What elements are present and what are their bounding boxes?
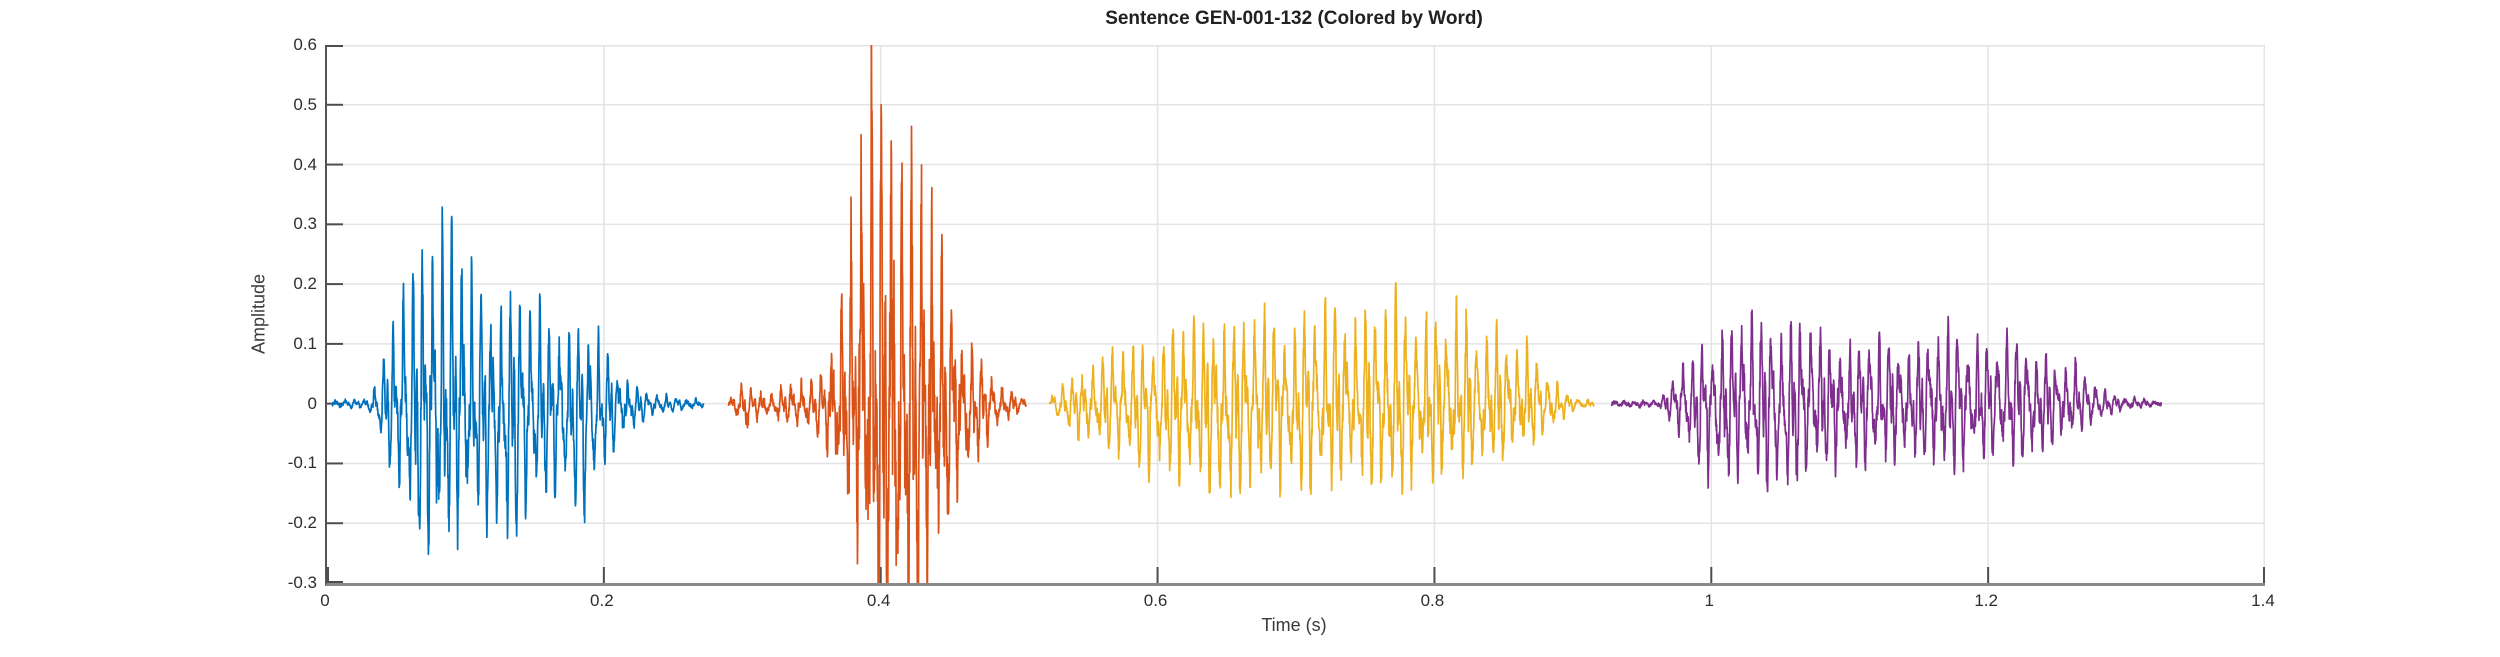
x-tick-label: 1.2 <box>1974 591 1998 610</box>
y-tick-label: -0.1 <box>287 453 317 473</box>
y-tick-label: -0.2 <box>287 513 317 533</box>
y-tick-label: 0.2 <box>293 274 317 294</box>
y-tick-label: 0.6 <box>293 35 317 54</box>
x-tick-label: 1 <box>1704 591 1715 610</box>
y-tick-label: 0.5 <box>293 94 317 114</box>
x-tick-label: 0.8 <box>1420 591 1445 610</box>
x-tick-label: 0.2 <box>590 591 614 610</box>
x-tick-label: 0 <box>320 591 330 610</box>
y-tick-label: -0.3 <box>287 573 317 592</box>
y-tick-label: 0.1 <box>293 333 317 353</box>
y-axis-label: Amplitude <box>248 273 269 355</box>
y-tick-label: 0 <box>307 393 317 413</box>
plot-area <box>325 45 2265 586</box>
x-axis-label: Time (s) <box>1261 615 1327 635</box>
waveform-canvas <box>327 45 2265 583</box>
y-tick-label: 0.3 <box>293 214 317 234</box>
y-tick-label: 0.4 <box>293 154 317 174</box>
x-tick-label: 0.6 <box>1143 591 1168 610</box>
x-tick-label: 1.4 <box>2251 591 2275 610</box>
chart-title: Sentence GEN-001-132 (Colored by Word) <box>1105 8 1483 29</box>
x-tick-label: 0.4 <box>866 591 891 610</box>
